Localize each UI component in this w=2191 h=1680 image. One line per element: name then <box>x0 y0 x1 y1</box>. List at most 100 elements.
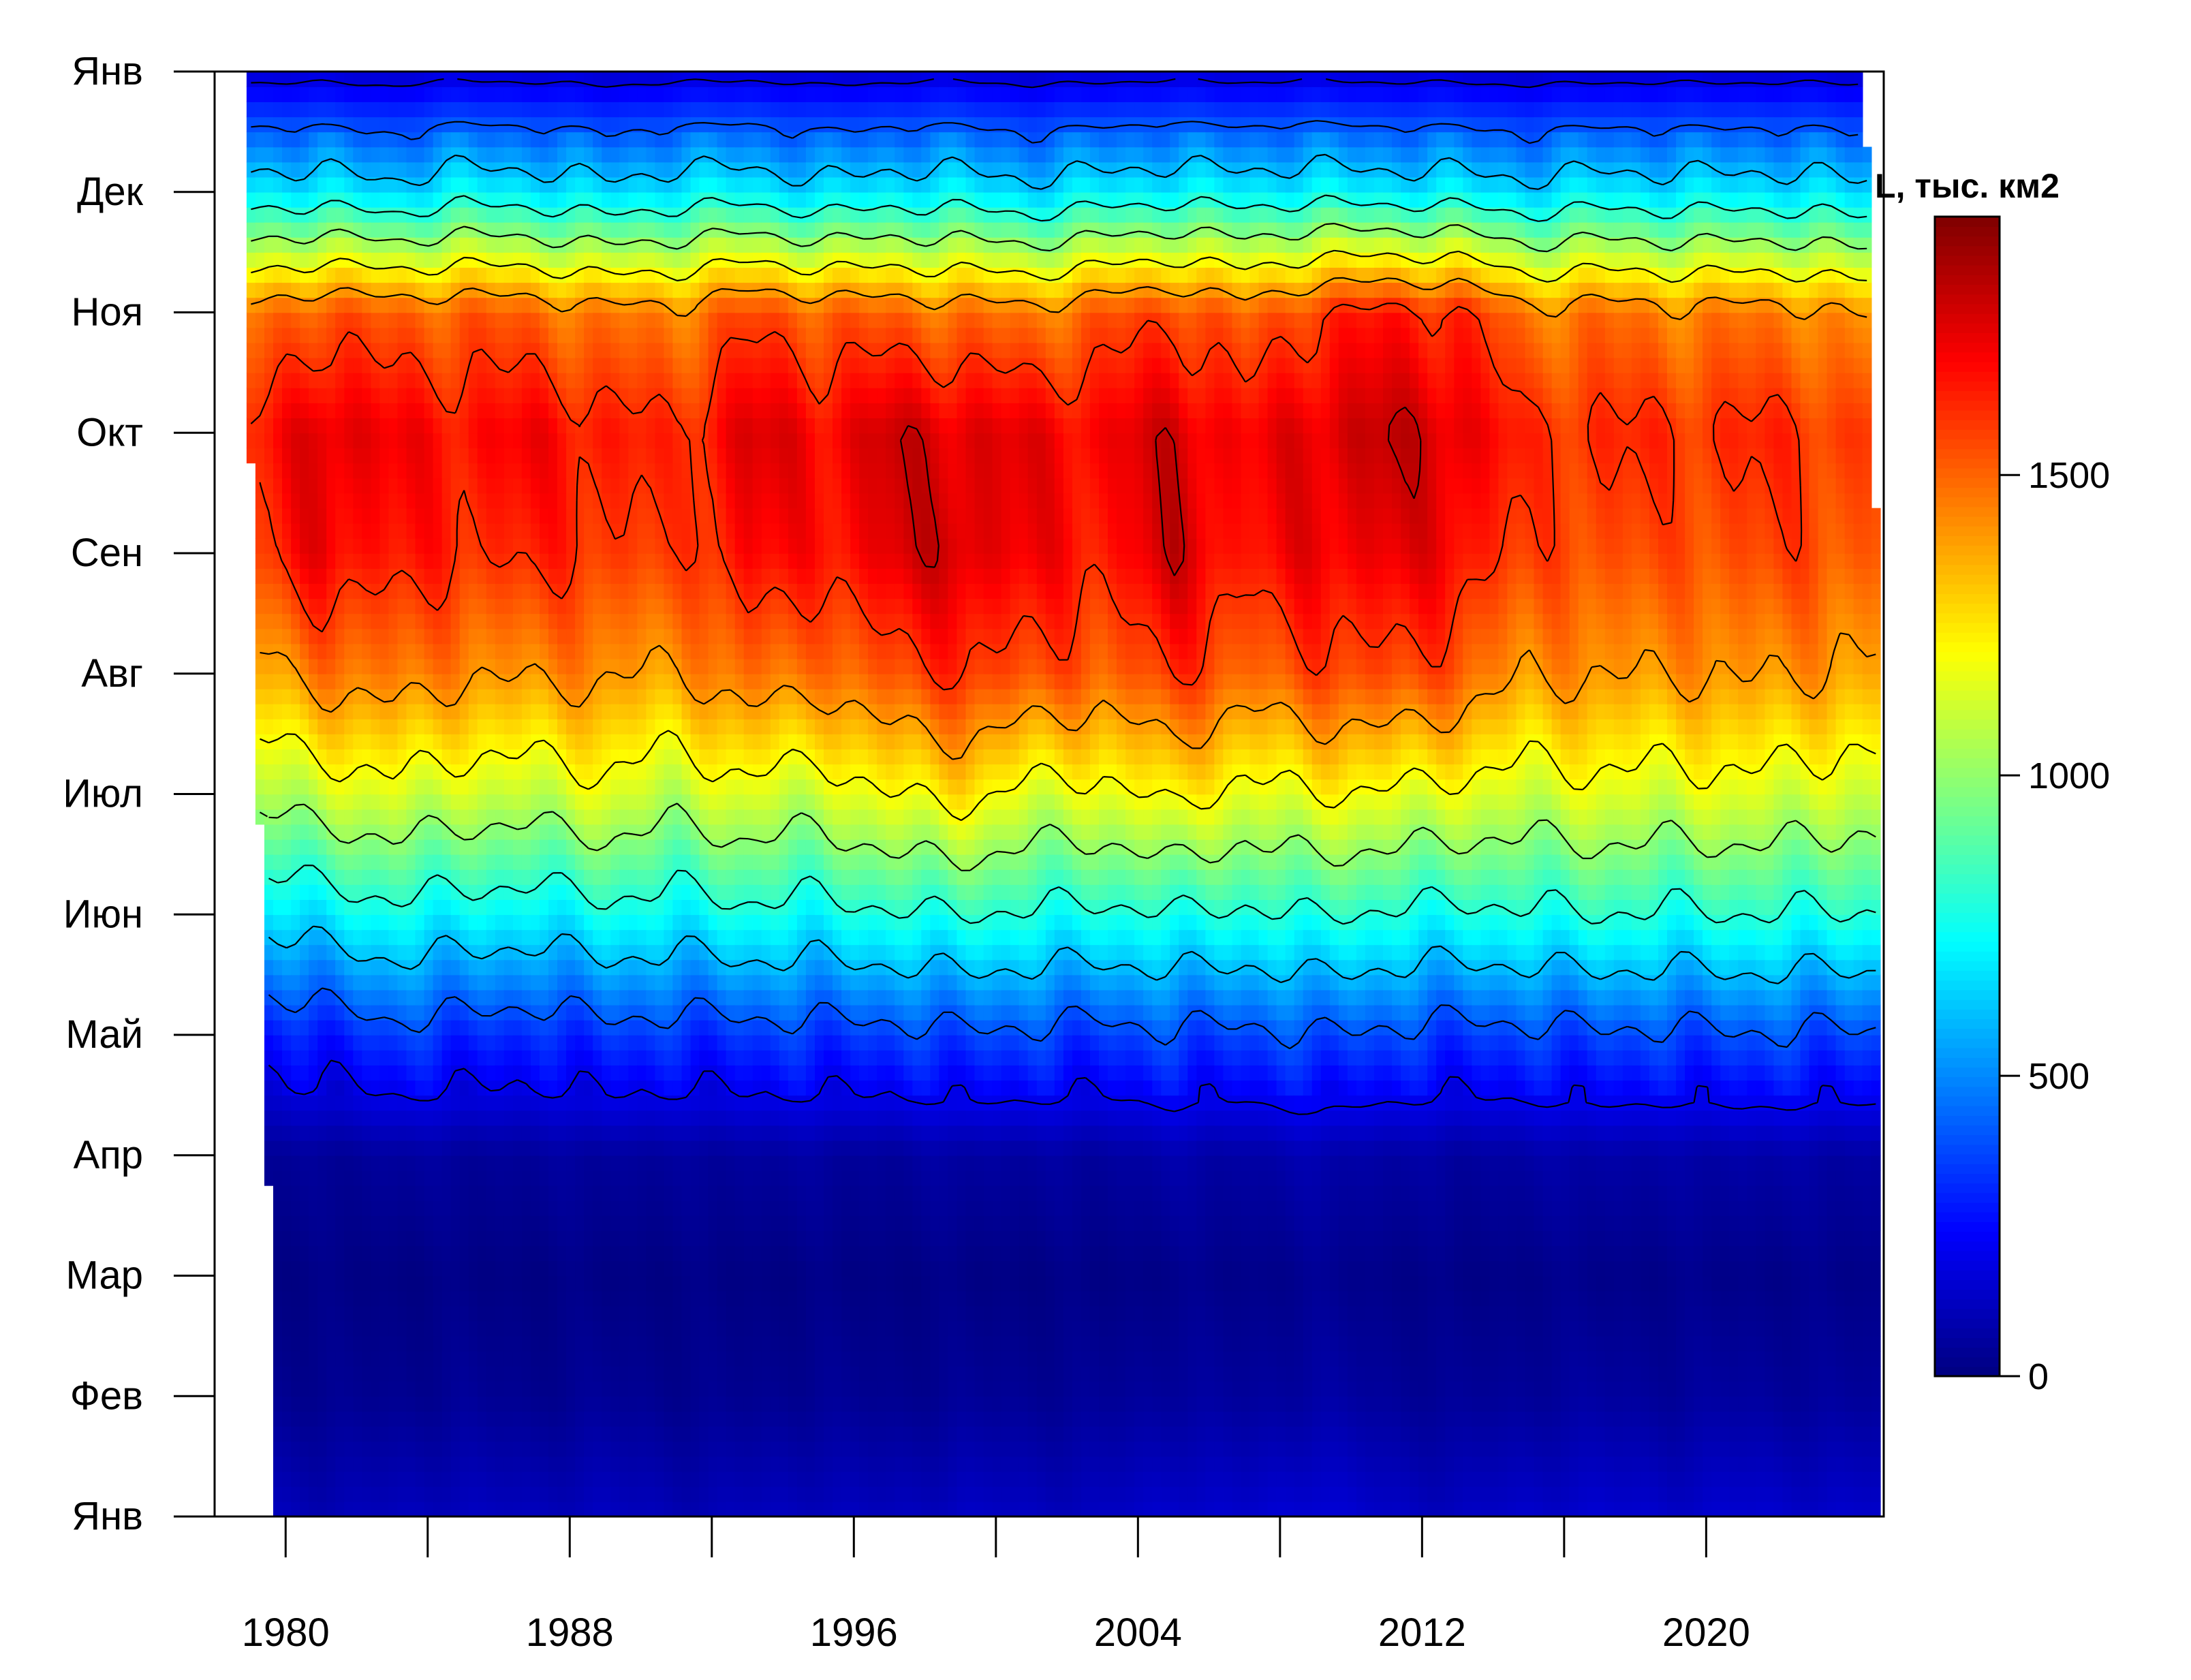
heatmap-cell <box>450 1125 461 1141</box>
heatmap-cell <box>530 613 540 629</box>
heatmap-cell <box>379 1095 390 1111</box>
heatmap-cell <box>664 161 674 178</box>
heatmap-cell <box>486 1366 496 1382</box>
heatmap-cell <box>566 959 576 976</box>
heatmap-cell <box>486 176 496 193</box>
heatmap-cell <box>637 673 647 689</box>
heatmap-cell <box>637 869 647 885</box>
heatmap-cell <box>291 252 300 268</box>
heatmap-cell <box>406 869 416 885</box>
heatmap-cell <box>388 1305 399 1322</box>
heatmap-cell <box>424 1035 434 1051</box>
heatmap-cell <box>273 1004 283 1021</box>
heatmap-cell <box>379 1155 390 1171</box>
heatmap-cell <box>441 1004 452 1021</box>
heatmap-cell <box>282 237 292 253</box>
heatmap-cell <box>450 1155 461 1171</box>
heatmap-cell <box>540 1170 549 1186</box>
heatmap-cell <box>468 1366 478 1382</box>
heatmap-cell <box>468 598 478 615</box>
heatmap-cell <box>335 1396 345 1412</box>
heatmap-cell <box>388 1125 399 1141</box>
heatmap-cell <box>503 478 514 494</box>
heatmap-cell <box>584 1501 593 1516</box>
heatmap-cell <box>646 854 656 870</box>
heatmap-cell <box>664 1411 674 1427</box>
heatmap-cell <box>672 146 683 163</box>
heatmap-cell <box>388 1200 399 1216</box>
heatmap-cell <box>424 568 434 584</box>
heatmap-cell <box>557 854 567 870</box>
heatmap-cell <box>379 734 390 749</box>
heatmap-cell <box>450 749 461 765</box>
heatmap-cell <box>512 267 523 283</box>
heatmap-cell <box>540 282 549 298</box>
heatmap-cell <box>708 1351 718 1367</box>
heatmap-cell <box>406 1275 416 1292</box>
heatmap-cell <box>450 131 461 148</box>
heatmap-cell <box>486 1335 496 1352</box>
heatmap-cell <box>503 1125 514 1141</box>
heatmap-cell <box>602 1155 611 1171</box>
heatmap-cell <box>477 176 487 193</box>
heatmap-cell <box>415 794 425 810</box>
heatmap-cell <box>557 176 567 193</box>
heatmap-cell <box>593 809 602 825</box>
heatmap-cell <box>619 974 630 991</box>
heatmap-cell <box>503 1305 514 1322</box>
heatmap-cell <box>619 899 630 916</box>
heatmap-cell <box>406 1290 416 1307</box>
heatmap-cell <box>557 1155 567 1171</box>
heatmap-cell <box>335 493 345 509</box>
heatmap-cell <box>575 131 585 148</box>
heatmap-cell <box>246 433 256 449</box>
heatmap-cell <box>672 1396 683 1412</box>
heatmap-cell <box>459 929 469 946</box>
heatmap-cell <box>424 1245 434 1262</box>
heatmap-cell <box>317 372 327 388</box>
heatmap-cell <box>664 1245 674 1262</box>
heatmap-cell <box>628 1335 638 1352</box>
heatmap-cell <box>300 1411 309 1427</box>
heatmap-cell <box>291 478 300 494</box>
heatmap-cell <box>575 1019 585 1036</box>
heatmap-cell <box>406 1004 416 1021</box>
heatmap-cell <box>371 102 381 118</box>
heatmap-cell <box>450 176 461 193</box>
heatmap-cell <box>566 191 576 208</box>
heatmap-cell <box>530 974 540 991</box>
heatmap-cell <box>291 161 300 178</box>
heatmap-cell <box>433 1366 443 1382</box>
heatmap-cell <box>628 523 638 539</box>
heatmap-cell <box>593 643 602 659</box>
heatmap-cell <box>406 433 416 449</box>
heatmap-cell <box>548 1426 558 1442</box>
heatmap-cell <box>672 929 683 946</box>
heatmap-cell <box>273 959 283 976</box>
heatmap-cell <box>548 628 558 644</box>
heatmap-cell <box>344 1004 354 1021</box>
heatmap-cell <box>681 312 692 328</box>
heatmap-cell <box>486 221 496 238</box>
heatmap-cell <box>521 102 531 118</box>
heatmap-cell <box>637 433 647 449</box>
heatmap-cell <box>255 658 265 674</box>
heatmap-cell <box>450 1200 461 1216</box>
heatmap-cell <box>300 191 309 208</box>
heatmap-cell <box>655 1185 665 1201</box>
heatmap-cell <box>540 478 549 494</box>
heatmap-cell <box>264 538 274 554</box>
heatmap-cell <box>353 312 363 328</box>
heatmap-cell <box>486 388 496 403</box>
heatmap-cell <box>495 1426 505 1442</box>
heatmap-cell <box>371 1004 381 1021</box>
heatmap-cell <box>512 342 523 358</box>
heatmap-cell <box>459 1275 469 1292</box>
heatmap-cell <box>584 388 593 403</box>
heatmap-cell <box>450 1396 461 1412</box>
heatmap-cell <box>450 1170 461 1186</box>
heatmap-cell <box>300 388 309 403</box>
heatmap-cell <box>433 899 443 916</box>
heatmap-cell <box>521 1110 531 1126</box>
heatmap-cell <box>424 508 434 524</box>
